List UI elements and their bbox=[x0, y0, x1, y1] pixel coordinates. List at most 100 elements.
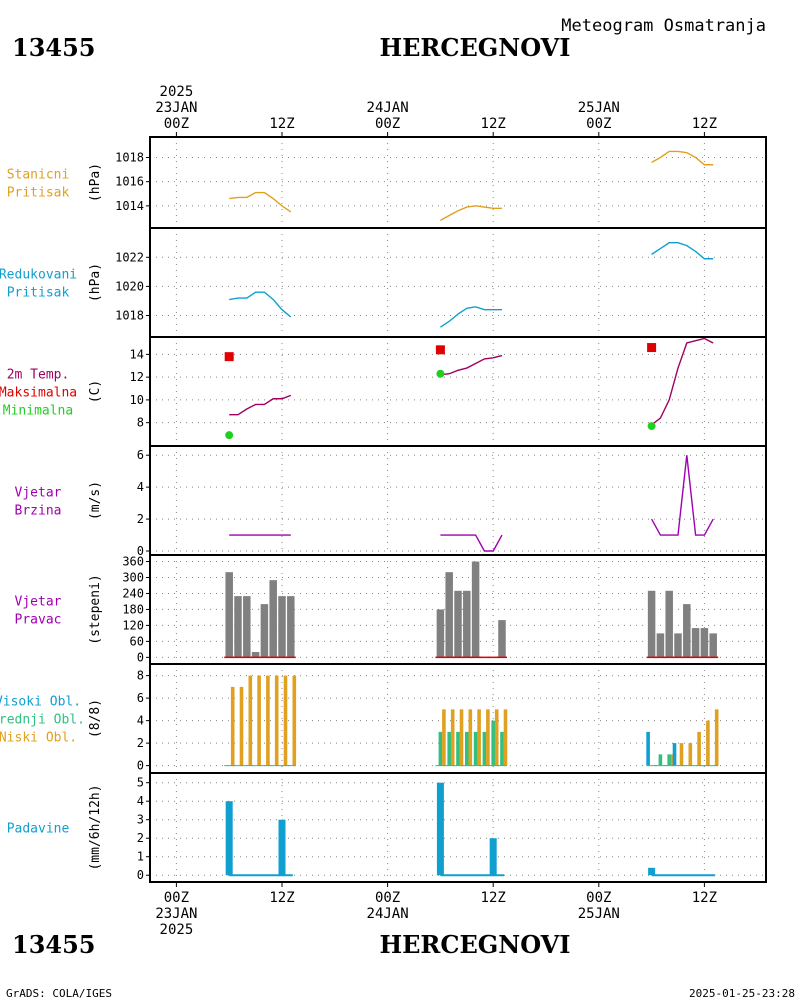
series-line bbox=[440, 534, 503, 552]
min-temp-marker bbox=[225, 431, 234, 440]
panel-label: Pritisak bbox=[7, 286, 70, 301]
min-temp-marker bbox=[647, 422, 656, 431]
station-id-bottom: 13455 bbox=[12, 930, 96, 959]
bar-cloud_low bbox=[486, 709, 490, 766]
bottom-time-label: 00Z bbox=[164, 890, 189, 906]
panel-label: Redukovani bbox=[0, 268, 77, 283]
y-tick-label: 4 bbox=[137, 794, 144, 808]
series-line bbox=[650, 455, 714, 536]
series-line bbox=[440, 205, 502, 221]
y-tick-label: 2 bbox=[137, 512, 144, 526]
max-temp-marker bbox=[435, 345, 445, 355]
bar bbox=[683, 604, 691, 658]
bar-cloud_low bbox=[714, 709, 719, 766]
panel-frame bbox=[149, 136, 767, 229]
panel-label: Maksimalna bbox=[0, 386, 77, 401]
y-axis-label: (C) bbox=[88, 380, 103, 403]
bottom-time-label: 25JAN bbox=[578, 906, 620, 922]
y-axis-label: (m/s) bbox=[88, 481, 103, 520]
bar bbox=[454, 590, 462, 658]
bottom-time-label: 24JAN bbox=[367, 906, 409, 922]
y-tick-label: 14 bbox=[130, 347, 144, 361]
top-time-label: 12Z bbox=[481, 116, 506, 132]
bar bbox=[656, 633, 665, 658]
bar-cloud_mid bbox=[658, 754, 663, 766]
max-temp-marker bbox=[224, 352, 234, 362]
y-tick-label: 2 bbox=[137, 736, 144, 750]
top-time-label: 12Z bbox=[692, 116, 717, 132]
panel-label: Pravac bbox=[15, 613, 62, 628]
bar-cloud_low bbox=[503, 709, 508, 766]
y-tick-label: 6 bbox=[137, 448, 144, 462]
series-line bbox=[229, 191, 292, 213]
bar-cloud_mid bbox=[491, 720, 495, 766]
panel-frame bbox=[149, 772, 767, 883]
station-name-top: HERCEGNOVI bbox=[379, 33, 570, 62]
bar bbox=[436, 609, 445, 658]
top-time-label: 24JAN bbox=[367, 100, 409, 116]
station-name-bottom: HERCEGNOVI bbox=[379, 930, 570, 959]
top-time-label: 23JAN bbox=[155, 100, 197, 116]
y-tick-label: 6 bbox=[137, 691, 144, 705]
bar-cloud_low bbox=[248, 675, 253, 766]
bar-cloud_high bbox=[672, 743, 677, 766]
y-tick-label: 60 bbox=[130, 634, 144, 648]
panel-label: Padavine bbox=[7, 822, 70, 837]
bar-cloud_low bbox=[459, 709, 464, 766]
bar-cloud_low bbox=[450, 709, 455, 766]
bar bbox=[260, 604, 269, 658]
bar bbox=[234, 596, 242, 658]
top-time-label: 2025 bbox=[160, 84, 194, 100]
bar-cloud_low bbox=[679, 743, 684, 766]
max-temp-marker bbox=[647, 343, 657, 353]
panel-label: Minimalna bbox=[3, 404, 73, 419]
bar bbox=[471, 561, 480, 658]
bar bbox=[269, 580, 277, 658]
y-tick-label: 0 bbox=[137, 759, 144, 773]
bar-cloud_low bbox=[468, 709, 473, 766]
panel-label: Brzina bbox=[15, 504, 62, 519]
bar-cloud_mid bbox=[438, 731, 443, 766]
y-tick-label: 1014 bbox=[115, 199, 144, 213]
bar bbox=[287, 596, 295, 658]
bar-cloud_low bbox=[257, 675, 261, 766]
panel-label: Stanicni bbox=[7, 168, 70, 183]
bar-cloud_low bbox=[274, 675, 279, 766]
y-tick-label: 1018 bbox=[115, 151, 144, 165]
panel-label: Vjetar bbox=[15, 595, 62, 610]
panel-frame bbox=[149, 445, 767, 556]
bottom-time-label: 12Z bbox=[269, 890, 294, 906]
panel-reduced_pressure: 1018 1020 1022 (hPa) Redukovani Pritisak bbox=[0, 227, 767, 338]
bar-cloud_low bbox=[266, 675, 270, 766]
y-tick-label: 3 bbox=[137, 813, 144, 827]
bar-cloud_mid bbox=[473, 731, 478, 766]
panel-label: 2m Temp. bbox=[7, 368, 70, 383]
top-time-label: 00Z bbox=[164, 116, 189, 132]
series-line bbox=[229, 291, 292, 318]
bar bbox=[709, 633, 717, 658]
panel-label: Vjetar bbox=[15, 486, 62, 501]
y-tick-label: 2 bbox=[137, 831, 144, 845]
y-axis-label: (stepeni) bbox=[88, 574, 103, 644]
min-temp-marker bbox=[436, 369, 445, 378]
meteogram-subtitle: Meteogram Osmatranja bbox=[561, 16, 766, 36]
bar-cloud_low bbox=[706, 720, 710, 766]
y-tick-label: 8 bbox=[137, 669, 144, 683]
y-tick-label: 1020 bbox=[115, 279, 144, 293]
y-tick-label: 8 bbox=[137, 416, 144, 430]
panel-label: Pritisak bbox=[7, 186, 70, 201]
top-time-label: 12Z bbox=[269, 116, 294, 132]
y-axis-label: (hPa) bbox=[88, 163, 103, 202]
panel-precipitation: 0 1 2 3 4 5 (mm/6h/12h) Padavine bbox=[7, 772, 767, 883]
bar-cloud_low bbox=[697, 731, 701, 766]
bar bbox=[700, 628, 709, 658]
panel-label: Niski Obl. bbox=[0, 731, 77, 746]
y-tick-label: 10 bbox=[130, 393, 144, 407]
bar-cloud_mid bbox=[667, 754, 671, 766]
series-line bbox=[440, 306, 502, 328]
station-id-top: 13455 bbox=[12, 33, 96, 62]
y-tick-label: 12 bbox=[130, 370, 144, 384]
series-line bbox=[440, 354, 503, 376]
